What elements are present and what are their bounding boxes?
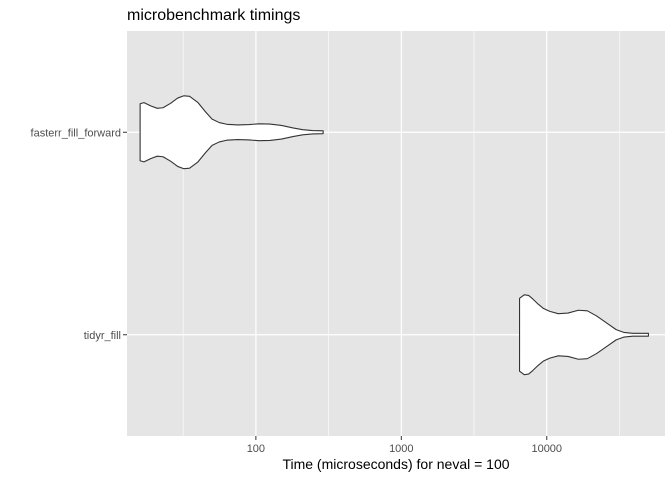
x-tick-label: 10000 [531,443,562,455]
violins [139,95,649,376]
violin-tidyr-fill [519,294,649,376]
axes: 100 1000 10000 fasterr_fill_forward tidyr_fi… [31,127,563,455]
y-tick-label: tidyr_fill [84,330,121,342]
y-tick-label: fasterr_fill_forward [31,127,121,139]
x-tick-label: 100 [247,443,265,455]
x-axis-title: Time (microseconds) for neval = 100 [282,456,509,472]
x-tick-label: 1000 [389,443,413,455]
chart-title: microbenchmark timings [127,7,300,24]
plot-panel [127,31,665,436]
violin-fasterr-fill-forward [139,95,324,170]
